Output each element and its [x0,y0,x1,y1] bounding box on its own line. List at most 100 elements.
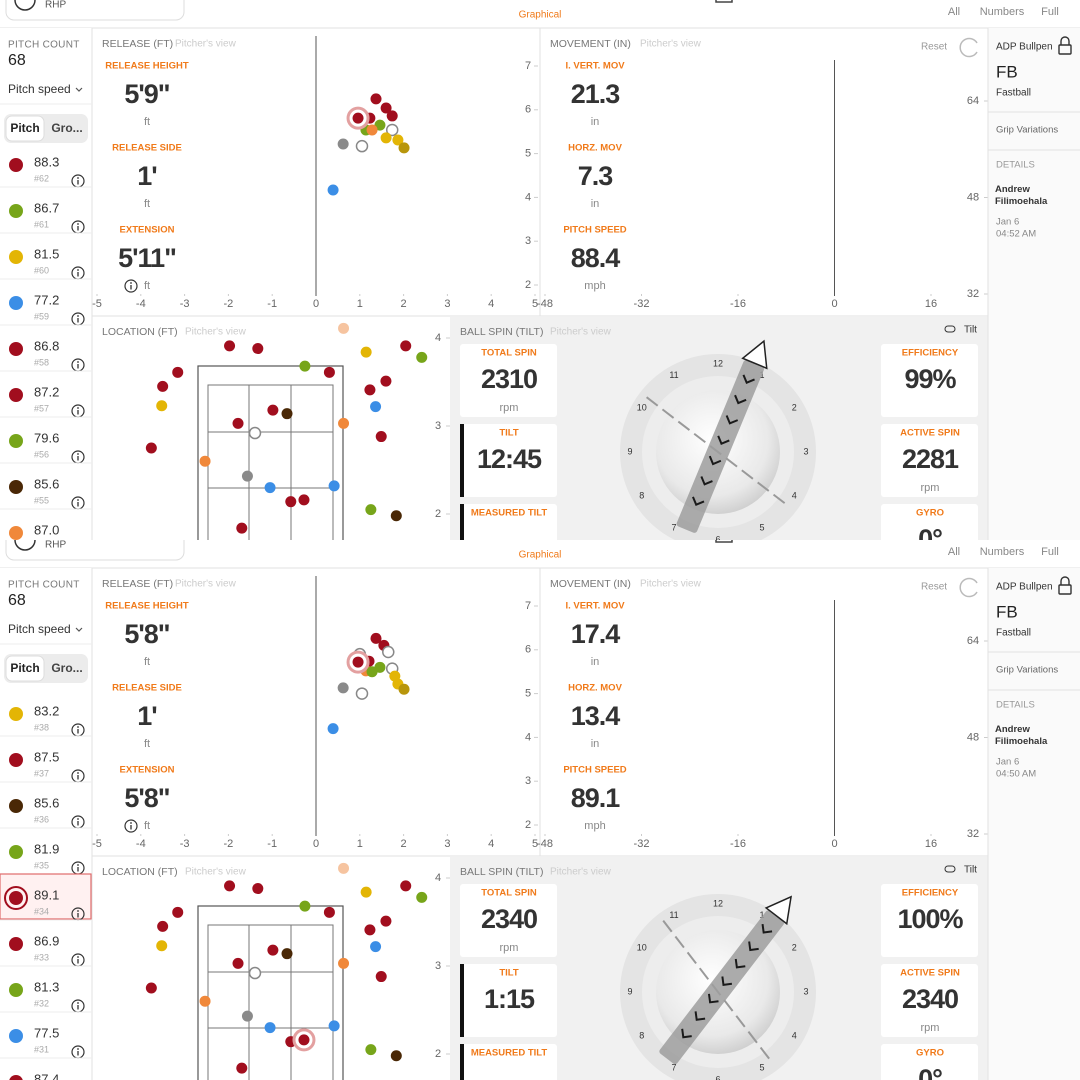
pitch-dot[interactable] [9,388,23,402]
tab[interactable]: Gro... [51,121,82,135]
card-label: ACTIVE SPIN [900,428,960,439]
tab[interactable]: Pitch [10,661,39,675]
location-point [172,906,184,918]
pitch-dot[interactable] [9,983,23,997]
tab[interactable]: Gro... [51,661,82,675]
info-icon-dot [77,453,79,455]
display-mode[interactable]: All [948,546,960,558]
x-tick-label: 3 [444,298,450,310]
clock-label: 5 [759,1063,764,1073]
sort-select[interactable]: Pitch speed [8,622,71,636]
pitch-dot[interactable] [9,707,23,721]
y-tick-label: 4 [435,332,441,344]
location-point [338,417,350,429]
stat-value: 7.3 [578,161,614,191]
pitch-dot[interactable] [9,845,23,859]
card-value: 1:15 [484,984,535,1014]
sort-select[interactable]: Pitch speed [8,82,71,96]
location-point [416,351,428,363]
lock-body [1058,584,1072,595]
y-tick-label: 2 [435,508,441,520]
x-tick-label: -4 [136,298,146,310]
stat-label: I. VERT. MOV [565,61,625,72]
stat-unit: ft [144,198,150,210]
card-label: EFFICIENCY [902,348,959,359]
pitch-speed: 86.7 [34,200,59,215]
reset-button[interactable]: Reset [921,582,947,593]
pitch-dot[interactable] [9,480,23,494]
x-tick-label: -2 [224,298,234,310]
pitch-dot[interactable] [9,526,23,540]
tilt-toggle[interactable]: Tilt [964,325,977,336]
panel-title: RELEASE (FT) [102,578,173,590]
location-point [364,924,376,936]
pitch-dot[interactable] [9,250,23,264]
stat-value: 5'8" [124,783,169,813]
pitch-dot[interactable] [9,158,23,172]
pitch-dot[interactable] [9,799,23,813]
location-point [248,426,262,440]
panel-subtitle: Pitcher's view [175,579,237,590]
release-point [370,93,382,105]
pitcher-name: Andrew Filimoehala [995,184,1048,207]
x-tick-label: 0 [313,298,319,310]
session-name: ADP Bullpen [996,582,1053,593]
pitch-dot[interactable] [9,1029,23,1043]
pitch-speed: 87.5 [34,749,59,764]
pitch-dot[interactable] [9,937,23,951]
pitch-dot[interactable] [9,342,23,356]
refresh-icon[interactable] [959,577,978,598]
tab[interactable]: Pitch [10,121,39,135]
pitcher-name-box: Andrew Filimoehala [995,184,1048,207]
pitcher-name-box: Andrew Filimoehala [995,724,1047,747]
display-mode[interactable]: Full [1041,546,1059,558]
spin-chevron [700,476,713,486]
pitch-dot[interactable] [9,891,23,905]
spin-card [460,424,557,497]
stat-value: 17.4 [571,619,621,649]
pitch-number: #31 [34,1044,49,1054]
x-tick-label: -4 [136,838,146,850]
display-mode[interactable]: Numbers [980,6,1025,18]
panel-subtitle: Pitcher's view [185,327,247,338]
location-point [281,408,293,420]
location-point [338,957,350,969]
pitch-code: FB [996,602,1018,621]
tab-active [5,115,45,142]
spin-chevron [692,496,705,506]
tilt-toggle[interactable]: Tilt [964,865,977,876]
hand-label: RHP [45,540,66,551]
card-value: 2340 [481,904,537,934]
spin-chevron [748,941,759,952]
pitch-dot[interactable] [9,296,23,310]
clock-label: 3 [803,986,808,996]
refresh-icon[interactable] [959,37,978,58]
pitch-dot[interactable] [9,204,23,218]
details-label: DETAILS [996,700,1035,711]
pitch-number: #38 [34,722,49,732]
display-mode[interactable]: All [948,6,960,18]
clock-label: 10 [637,942,647,952]
grip-variations[interactable]: Grip Variations [996,665,1058,676]
stat-value: 5'8" [124,619,169,649]
grip-variations[interactable]: Grip Variations [996,125,1058,136]
pitch-dot[interactable] [9,753,23,767]
stat-label: I. VERT. MOV [565,601,625,612]
clock-label: 6 [715,534,720,544]
info-icon-dot [130,282,132,284]
pitch-dot[interactable] [9,434,23,448]
spin-chevron [725,415,739,425]
y-tick-label: 32 [967,828,979,840]
pitch-dot[interactable] [9,1075,23,1080]
reset-button[interactable]: Reset [921,42,947,53]
chevron [75,87,83,92]
x-tick-label: 0 [313,838,319,850]
location-point [236,1062,248,1074]
stat-unit: in [591,198,600,210]
display-mode[interactable]: Full [1041,6,1059,18]
display-mode[interactable]: Numbers [980,546,1025,558]
pitch-speed: 87.4 [34,1071,59,1080]
card-label: TILT [499,428,519,439]
